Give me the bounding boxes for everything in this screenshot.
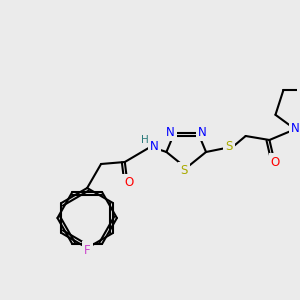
- Text: H: H: [141, 135, 148, 145]
- Text: O: O: [124, 176, 134, 190]
- Text: N: N: [150, 140, 159, 152]
- Text: S: S: [181, 164, 188, 178]
- Text: N: N: [166, 125, 175, 139]
- Text: N: N: [291, 122, 300, 136]
- Text: O: O: [271, 155, 280, 169]
- Text: F: F: [84, 244, 91, 256]
- Text: S: S: [225, 140, 232, 154]
- Text: N: N: [198, 125, 206, 139]
